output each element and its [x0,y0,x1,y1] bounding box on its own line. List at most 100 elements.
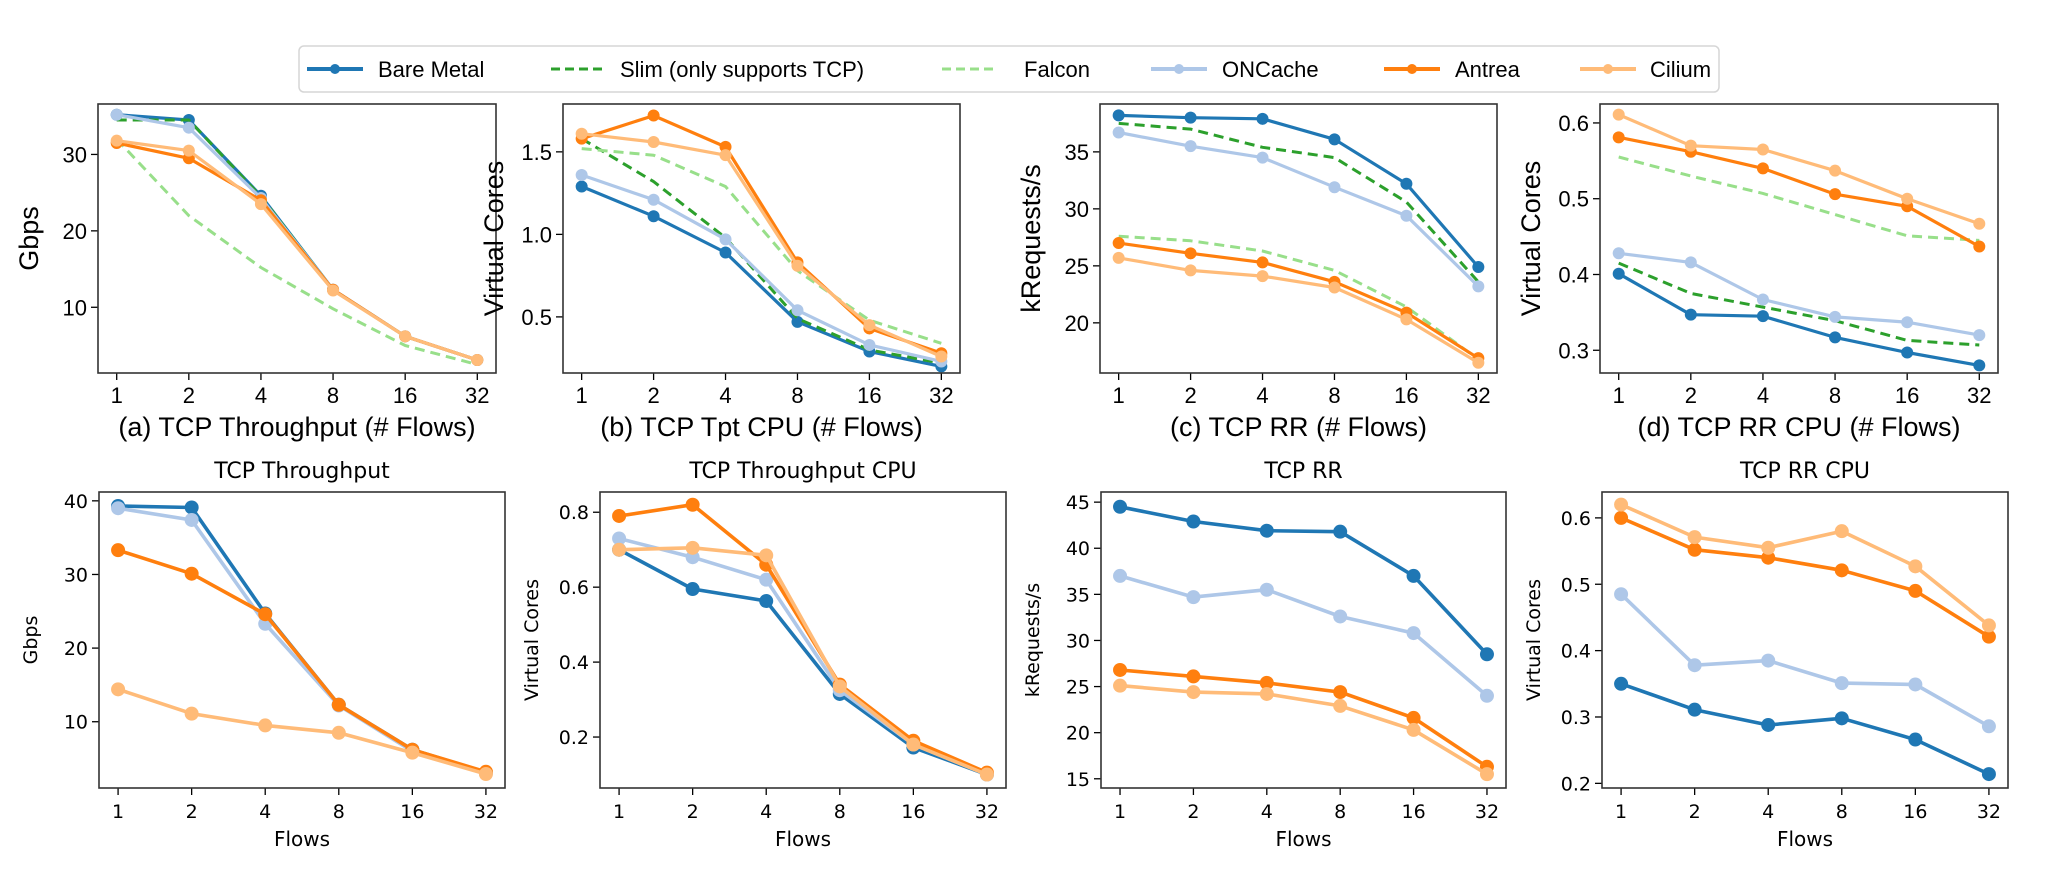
x-tick-label: 16 [1903,801,1927,823]
data-point [1981,767,1996,782]
data-point [719,149,732,162]
data-point [405,745,420,760]
data-point [182,121,195,134]
data-point [1406,568,1421,583]
series-oncache [1112,126,1485,293]
data-point [906,737,921,752]
series-line [1618,155,1980,242]
subplot-title: TCP RR CPU [1739,459,1870,484]
legend-entry-antrea: Antrea [1384,57,1521,82]
data-point [1973,329,1986,342]
y-tick-label: 25 [1065,254,1089,279]
data-point [184,500,199,515]
axes-frame [1601,491,2009,789]
data-point [575,180,588,193]
y-tick-label: 45 [1066,492,1090,514]
legend-label: Slim (only supports TCP) [620,57,864,82]
x-tick-label: 32 [1977,801,2001,823]
data-point [759,548,774,563]
y-tick-label: 35 [1066,584,1090,606]
data-point [1901,316,1914,329]
series-bare-metal [1112,109,1485,273]
y-tick-label: 15 [1066,769,1090,791]
x-tick-label: 16 [1895,383,1919,408]
series-cilium [1612,108,1986,230]
data-point [1756,293,1769,306]
series-line [117,548,487,774]
series-cilium [612,540,994,782]
data-point [1186,590,1201,605]
x-tick-label: 8 [791,383,803,408]
data-point [1400,177,1413,190]
data-point [1973,240,1986,253]
y-tick-label: 0.3 [1561,707,1591,729]
x-tick-label: 1 [613,801,625,823]
subplot-3: 1 2 4 8 16 32 20 25 30 35 kRequests/s (c) TCP RR (#… [1016,103,1498,442]
y-tick-label: 40 [64,491,88,513]
data-point [1756,143,1769,156]
series-slim-only-supports-tcp [1618,261,1980,347]
series-line [1119,505,1489,656]
data-point [1684,308,1697,321]
series-oncache [1612,247,1986,342]
y-tick-label: 0.2 [1561,773,1591,795]
series-line [116,113,478,362]
data-point [1186,685,1201,700]
legend-label: Cilium [1650,57,1711,82]
series-line [1618,261,1980,347]
data-point [1333,524,1348,539]
y-tick-label: 0.6 [1561,508,1591,530]
data-point [1612,267,1625,280]
data-point [471,354,484,367]
data-point [1687,702,1702,717]
y-tick-label: 30 [63,142,87,167]
data-point [1973,217,1986,230]
x-tick-label: 2 [647,383,659,408]
data-point [1908,677,1923,692]
data-point [254,198,267,211]
plot-area [1612,108,1986,372]
x-tick-label: 16 [1394,383,1418,408]
axes-frame [98,491,506,789]
data-point [1908,583,1923,598]
plot-area [110,108,484,367]
data-point [1479,688,1494,703]
legend-entry-slim-only-supports-tcp: Slim (only supports TCP) [551,57,864,82]
y-tick-label: 1.0 [521,222,552,247]
data-point [258,607,273,622]
data-point [1472,260,1485,273]
y-tick-label: 0.2 [559,727,589,749]
axes-frame [599,491,1007,789]
legend-entry-bare-metal: Bare Metal [307,57,484,82]
data-point [331,697,346,712]
x-tick-label: 1 [576,383,588,408]
x-tick-label: 2 [1689,801,1701,823]
data-point [1829,310,1842,323]
y-tick-label: 0.3 [1558,338,1589,363]
legend-frame [298,45,1720,93]
series-line [618,502,988,775]
data-point [647,193,660,206]
data-point [612,531,627,546]
data-point [111,682,126,697]
x-tick-label: 8 [1829,383,1841,408]
data-point [1256,151,1269,164]
data-point [1113,568,1128,583]
legend-entry-cilium: Cilium [1580,57,1711,82]
legend-label: Bare Metal [378,57,484,82]
series-line [116,139,478,362]
axes-frame [1099,103,1498,374]
series-line [1118,256,1480,365]
series-antrea [575,109,948,360]
data-point [1259,686,1274,701]
x-tick-label: 4 [255,383,267,408]
data-point [1614,497,1629,512]
data-point [863,319,876,332]
series-line [1119,574,1489,698]
y-axis-label: Gbps [20,616,42,665]
y-tick-label: 0.6 [1558,111,1589,136]
data-point [1756,162,1769,175]
data-point [1684,139,1697,152]
series-falcon [1618,155,1980,242]
series-bare-metal [1612,267,1986,372]
